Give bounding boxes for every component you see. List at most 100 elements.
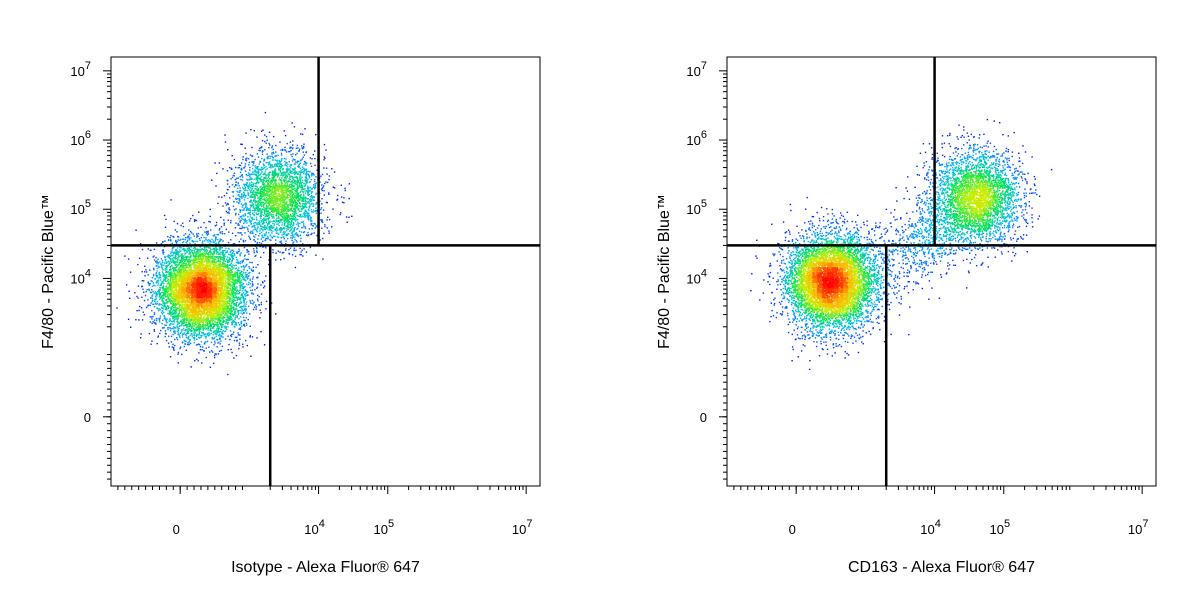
event-dot	[309, 171, 311, 173]
event-dot	[192, 326, 194, 329]
event-dot	[302, 207, 305, 209]
event-dot	[223, 266, 225, 268]
event-dot	[221, 332, 223, 334]
event-dot	[188, 237, 190, 239]
event-dot	[310, 224, 312, 226]
event-dot	[250, 181, 253, 183]
event-dot	[237, 262, 239, 265]
event-dot	[240, 283, 242, 286]
event-dot	[267, 161, 269, 164]
event-dot	[182, 263, 184, 265]
event-dot	[172, 343, 174, 346]
event-dot	[245, 159, 247, 161]
event-dot	[223, 254, 226, 257]
event-dot	[276, 159, 279, 162]
event-dot	[293, 204, 295, 207]
event-dot	[203, 221, 205, 224]
event-dot	[188, 258, 190, 261]
event-dot	[290, 222, 293, 224]
event-dot	[296, 188, 299, 190]
event-dot	[282, 173, 285, 176]
event-dot	[228, 231, 230, 233]
event-dot	[351, 215, 353, 217]
event-dot	[252, 193, 254, 195]
event-dot	[252, 183, 255, 186]
event-dot	[232, 290, 235, 293]
event-dot	[231, 266, 233, 268]
event-dot	[307, 194, 310, 196]
event-dot	[185, 324, 187, 326]
event-dot	[261, 236, 264, 239]
event-dot	[282, 208, 284, 210]
event-dot	[289, 247, 291, 249]
event-dot	[245, 132, 247, 134]
event-dot	[280, 226, 282, 229]
event-dot	[164, 259, 167, 262]
event-dot	[190, 259, 193, 261]
event-dot	[159, 288, 161, 291]
event-dot	[292, 236, 294, 238]
event-dot	[237, 310, 239, 312]
event-dot	[294, 227, 296, 229]
event-dot	[236, 201, 238, 203]
event-dot	[269, 182, 271, 184]
event-dot	[189, 339, 191, 341]
event-dot	[275, 210, 278, 212]
event-dot	[237, 194, 239, 196]
event-dot	[233, 320, 236, 323]
event-dot	[258, 208, 260, 211]
event-dot	[163, 251, 165, 253]
event-dot	[206, 324, 209, 327]
event-dot	[263, 236, 265, 239]
event-dot	[173, 272, 176, 274]
event-dot	[249, 216, 251, 218]
event-dot	[144, 275, 146, 277]
event-dot	[255, 218, 258, 220]
event-dot	[192, 233, 194, 235]
event-dot	[198, 323, 201, 325]
event-dot	[263, 186, 265, 188]
event-dot	[286, 208, 288, 210]
event-dot	[291, 171, 293, 173]
event-dot	[219, 249, 221, 252]
event-dot	[311, 197, 314, 199]
event-dot	[300, 183, 303, 185]
event-dot	[165, 218, 167, 221]
event-dot	[170, 320, 173, 322]
event-dot	[227, 211, 230, 213]
event-dot	[222, 258, 225, 260]
event-dot	[312, 153, 314, 156]
event-dot	[159, 297, 162, 299]
event-dot	[260, 231, 263, 234]
event-dot	[280, 173, 283, 175]
event-dot	[158, 296, 161, 298]
event-dot	[143, 291, 145, 293]
event-dot	[234, 309, 237, 311]
event-dot	[213, 249, 216, 251]
event-dot	[191, 330, 193, 332]
event-dot	[164, 335, 166, 338]
event-dot	[268, 142, 270, 145]
event-dot	[294, 159, 296, 161]
event-dot	[239, 286, 242, 289]
event-dot	[224, 338, 227, 340]
event-dot	[185, 242, 188, 244]
event-dot	[155, 303, 157, 305]
event-dot	[183, 262, 185, 265]
event-dot	[190, 366, 192, 368]
event-dot	[168, 300, 171, 302]
event-dot	[158, 290, 160, 292]
event-dot	[301, 176, 303, 178]
event-dot	[244, 214, 247, 217]
event-dot	[238, 276, 241, 278]
event-dot	[288, 226, 291, 229]
event-dot	[139, 305, 141, 308]
event-dot	[187, 324, 190, 326]
event-dot	[259, 228, 262, 230]
event-dot	[197, 232, 200, 235]
event-dot	[199, 239, 201, 241]
event-dot	[262, 219, 264, 221]
event-dot	[221, 254, 224, 256]
event-dot	[199, 254, 201, 256]
event-dot	[211, 336, 213, 339]
